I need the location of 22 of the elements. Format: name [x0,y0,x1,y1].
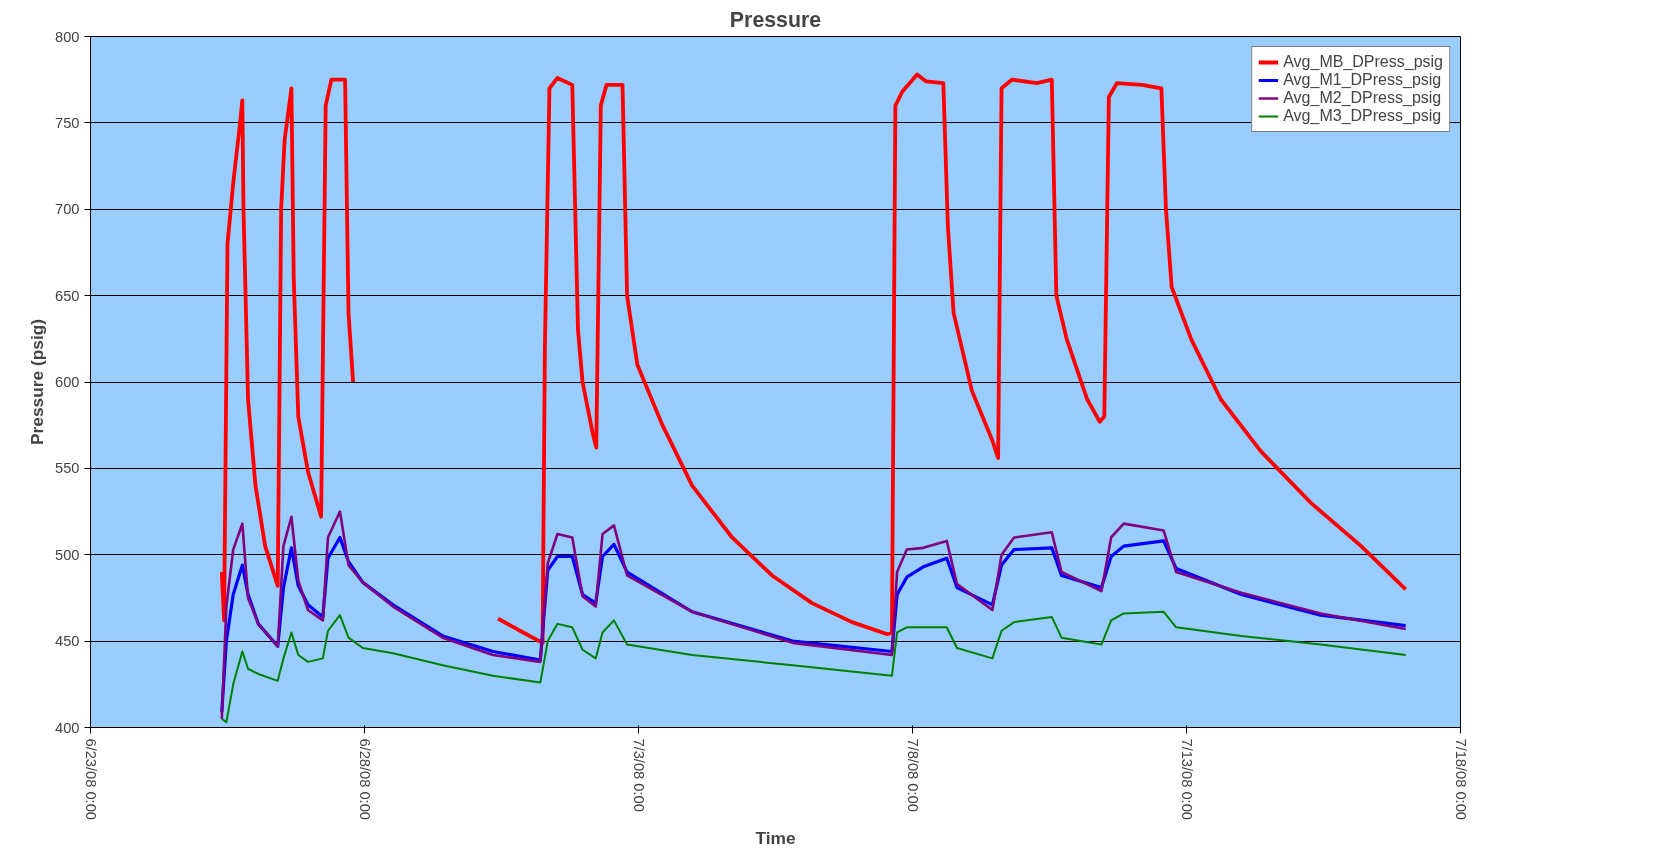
y-tick-label: 550 [55,460,80,477]
x-tick-label: 6/23/08 0:00 [82,738,99,820]
y-tick-label: 750 [55,114,80,131]
y-tick-label: 700 [55,201,80,218]
y-tick-label: 650 [55,287,80,304]
y-tick-label: 500 [55,546,80,563]
x-axis-title: Time [755,828,796,848]
chart-title: Pressure [729,7,822,32]
y-tick-label: 450 [55,633,80,650]
legend-label: Avg_M2_DPress_psig [1283,89,1442,107]
y-tick-label: 600 [55,374,80,390]
legend-label: Avg_M1_DPress_psig [1283,71,1442,89]
x-tick-label: 7/3/08 0:00 [630,738,647,812]
x-tick-label: 7/13/08 0:00 [1178,738,1195,820]
legend-label: Avg_MB_DPress_psig [1283,53,1443,71]
y-axis-title: Pressure (psig) [27,318,48,446]
legend-label: Avg_M3_DPress_psig [1283,107,1442,125]
x-tick-label: 6/28/08 0:00 [356,738,373,820]
x-tick-label: 7/18/08 0:00 [1452,738,1469,820]
x-tick-label: 7/8/08 0:00 [904,738,921,812]
y-tick-label: 800 [55,28,80,45]
y-tick-label: 400 [55,719,80,736]
